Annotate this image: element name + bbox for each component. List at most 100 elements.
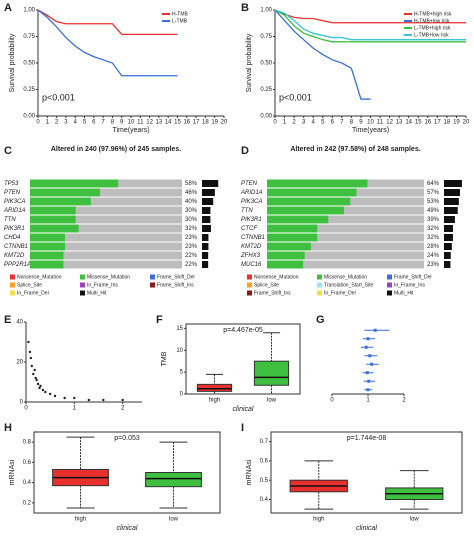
percent-label: 64% bbox=[427, 181, 440, 187]
x-tick-label: 0 bbox=[24, 406, 28, 412]
x-tick-label: 12 bbox=[146, 120, 153, 126]
legend-label: Splice_Site bbox=[254, 282, 279, 288]
estimate bbox=[365, 371, 369, 375]
x-axis-title: Time(years) bbox=[112, 127, 149, 134]
y-tick-label: 0.75 bbox=[23, 34, 35, 40]
x-tick-label: 11 bbox=[137, 120, 144, 126]
x-tick-label: 8 bbox=[350, 120, 354, 126]
gene-label: PIK3R1 bbox=[241, 217, 262, 223]
x-tick-label: 2 bbox=[292, 120, 296, 126]
top-bar-area bbox=[30, 157, 182, 175]
legend-label: Splice_Site bbox=[17, 282, 42, 288]
row-bg bbox=[30, 242, 182, 251]
point bbox=[44, 390, 47, 394]
altered-cells bbox=[267, 206, 344, 215]
freq-bar bbox=[202, 207, 211, 214]
altered-cells bbox=[267, 251, 305, 260]
percent-label: 32% bbox=[185, 226, 198, 232]
y-tick-label: 40 bbox=[16, 320, 23, 326]
point bbox=[39, 384, 42, 388]
freq-bar bbox=[202, 216, 211, 223]
legend-label: Missense_Mutation bbox=[87, 274, 130, 280]
gene-label: CTNNB1 bbox=[4, 244, 28, 250]
altered-cells bbox=[267, 224, 318, 233]
x-tick-label: 2 bbox=[55, 120, 59, 126]
y-tick-label: 0.25 bbox=[23, 87, 35, 93]
estimate bbox=[366, 337, 370, 341]
x-tick-label: 15 bbox=[174, 120, 181, 126]
y-tick-label: 0.50 bbox=[23, 61, 35, 67]
legend-label: Nonsense_Mutation bbox=[17, 274, 62, 280]
percent-label: 46% bbox=[185, 190, 198, 196]
y-tick-label: 0.6 bbox=[260, 459, 269, 465]
x-tick-label: 2 bbox=[121, 406, 125, 412]
freq-bar bbox=[202, 234, 209, 241]
freq-bar bbox=[202, 189, 215, 196]
x-tick-label: 12 bbox=[386, 120, 393, 126]
y-axis-title: Survival probability bbox=[246, 33, 253, 92]
row-bg bbox=[267, 260, 424, 269]
x-tick-label: 9 bbox=[120, 120, 124, 126]
x-tick-label: 17 bbox=[193, 120, 200, 126]
row-bg bbox=[30, 206, 182, 215]
x-tick-label: high bbox=[75, 517, 86, 523]
panel-label: A bbox=[4, 2, 12, 14]
y-tick-label: 0.4 bbox=[23, 480, 32, 486]
x-tick-label: high bbox=[313, 517, 324, 523]
estimate bbox=[366, 388, 370, 392]
y-tick-label: 0.2 bbox=[23, 500, 32, 506]
freq-bar bbox=[202, 225, 211, 232]
estimate bbox=[367, 379, 371, 383]
chart-title: Altered in 240 (97.96%) of 245 samples. bbox=[51, 146, 181, 153]
x-tick-label: 17 bbox=[434, 120, 441, 126]
legend-swatch bbox=[247, 274, 252, 280]
point bbox=[28, 350, 32, 354]
panel-label: D bbox=[241, 145, 249, 157]
panel-label: I bbox=[241, 422, 244, 434]
annotation: p=1.744e-08 bbox=[347, 435, 387, 442]
percent-label: 57% bbox=[427, 190, 440, 196]
gene-label: ARID1A bbox=[240, 190, 263, 196]
freq-bar bbox=[444, 216, 455, 223]
altered-cells bbox=[267, 242, 311, 251]
percent-label: 49% bbox=[427, 208, 440, 214]
freq-bar bbox=[444, 252, 451, 259]
altered-cells bbox=[30, 206, 76, 215]
x-tick-label: 0 bbox=[36, 120, 40, 126]
x-tick-label: 4 bbox=[312, 120, 316, 126]
row-bg bbox=[30, 233, 182, 242]
x-tick-label: 14 bbox=[165, 120, 172, 126]
x-tick-label: 20 bbox=[463, 120, 470, 126]
point bbox=[41, 388, 45, 392]
y-tick-label: 0.00 bbox=[260, 114, 272, 120]
x-tick-label: 3 bbox=[64, 120, 68, 126]
legend-swatch bbox=[387, 274, 392, 280]
estimate bbox=[364, 345, 368, 349]
y-tick-label: 0.00 bbox=[23, 114, 35, 120]
legend-swatch bbox=[80, 290, 85, 296]
legend-label: In_Frame_Ins bbox=[87, 282, 118, 288]
x-tick-label: 10 bbox=[367, 120, 374, 126]
freq-bar bbox=[444, 261, 451, 268]
legend-swatch bbox=[247, 290, 252, 296]
x-tick-label: 6 bbox=[92, 120, 96, 126]
y-tick-label: 0.8 bbox=[23, 440, 32, 446]
percent-label: 23% bbox=[185, 235, 198, 241]
box bbox=[145, 472, 202, 488]
survival-curve bbox=[274, 9, 466, 43]
x-tick-label: 1 bbox=[283, 120, 287, 126]
y-tick-label: 10 bbox=[176, 348, 183, 354]
x-tick-label: low bbox=[267, 398, 277, 404]
legend-label: L-TMB+low risk bbox=[414, 32, 449, 38]
point bbox=[30, 364, 33, 368]
point bbox=[32, 372, 35, 376]
x-tick-label: 13 bbox=[396, 120, 403, 126]
legend-swatch bbox=[387, 282, 392, 288]
legend-label: Missense_Mutation bbox=[324, 274, 367, 280]
point bbox=[36, 382, 40, 386]
legend-label: H-TMB bbox=[172, 11, 188, 17]
freq-bar bbox=[444, 207, 458, 214]
freq-bar bbox=[202, 180, 219, 187]
percent-label: 28% bbox=[427, 244, 440, 250]
x-tick-label: low bbox=[410, 517, 420, 523]
